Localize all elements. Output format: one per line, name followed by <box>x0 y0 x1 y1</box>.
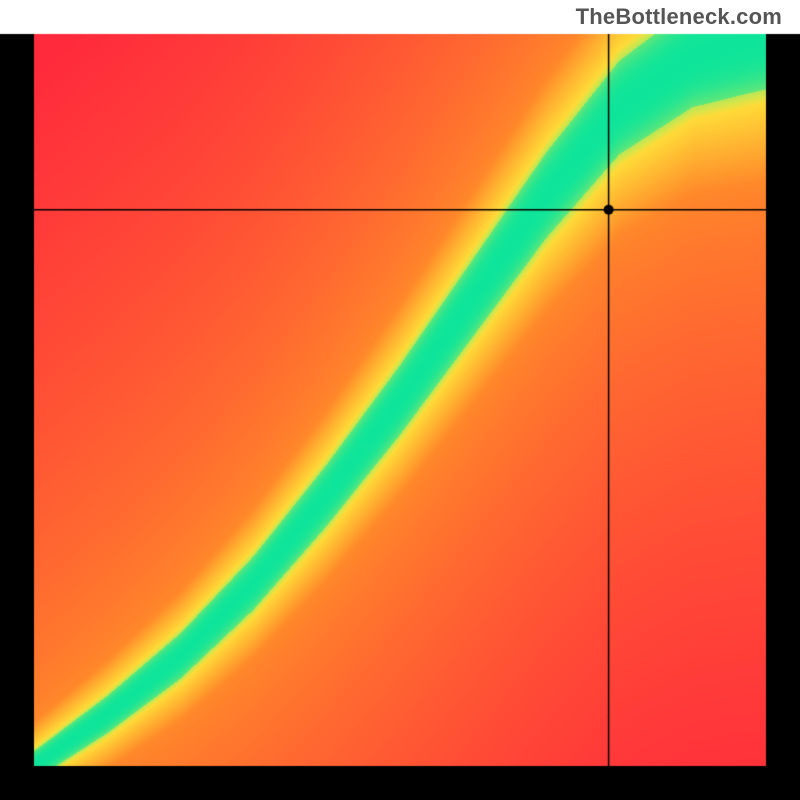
watermark-text: TheBottleneck.com <box>576 4 782 30</box>
chart-container: TheBottleneck.com <box>0 0 800 800</box>
heatmap-canvas <box>0 0 800 800</box>
